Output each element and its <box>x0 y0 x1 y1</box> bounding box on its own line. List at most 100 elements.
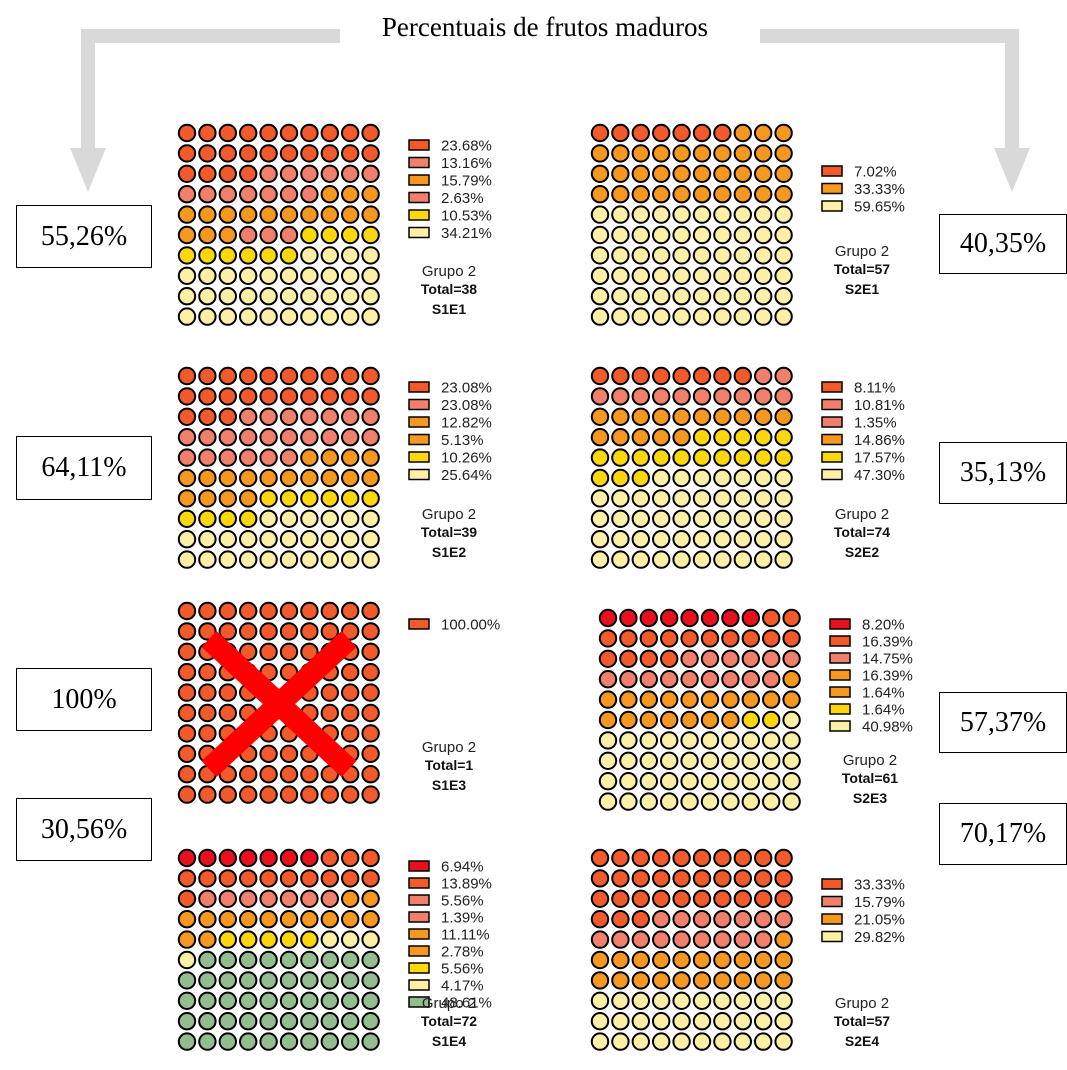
waffle-cell <box>762 649 781 668</box>
waffle-cell <box>177 1012 197 1031</box>
waffle-cell <box>177 910 197 929</box>
waffle-cell <box>680 710 699 730</box>
waffle-cell <box>198 1032 217 1051</box>
waffle-cell <box>652 287 671 306</box>
waffle-cell <box>341 489 360 508</box>
waffle-cell <box>300 1012 319 1031</box>
waffle-cell <box>660 792 679 811</box>
waffle-cell <box>713 550 732 569</box>
waffle-cell <box>341 550 360 569</box>
waffle-cell <box>692 448 712 467</box>
waffle-cell <box>177 683 197 702</box>
legend-swatch <box>408 226 430 239</box>
waffle-cell <box>631 509 650 528</box>
waffle-cell <box>279 205 299 224</box>
waffle-cell <box>762 670 781 689</box>
waffle-panels: 23.68%13.16%15.79%2.63%10.53%34.21%Grupo… <box>177 123 913 1051</box>
waffle-cell <box>754 123 773 143</box>
waffle-cell <box>754 869 773 888</box>
waffle-cell <box>177 509 197 528</box>
waffle-cell <box>631 428 650 447</box>
waffle-cell <box>619 731 638 750</box>
waffle-cell <box>590 509 610 528</box>
waffle-cell <box>198 601 217 621</box>
waffle-cell <box>341 530 360 549</box>
waffle-cell <box>259 489 278 508</box>
waffle-cell <box>611 307 630 326</box>
waffle-cell <box>754 910 773 929</box>
waffle-cell <box>680 751 699 770</box>
legend-label: 33.33% <box>854 181 905 198</box>
waffle-cell <box>218 307 238 326</box>
waffle-cell <box>680 649 699 668</box>
waffle-cell <box>700 608 720 628</box>
waffle-cell <box>259 1032 278 1051</box>
legend-label: 5.56% <box>441 893 484 910</box>
waffle-cell <box>361 164 380 184</box>
legend-swatch <box>408 191 430 204</box>
waffle-cell <box>279 225 299 245</box>
waffle-cell <box>672 448 691 467</box>
waffle-cell <box>177 164 197 184</box>
total-label-s1e2: 64,11% <box>16 436 152 500</box>
waffle-cell <box>700 731 720 750</box>
waffle-cell <box>639 690 658 709</box>
waffle-cell <box>320 468 339 488</box>
waffle-cell <box>631 848 650 868</box>
waffle-cell <box>754 971 773 990</box>
waffle-cell <box>713 287 732 306</box>
waffle-cell <box>598 690 618 709</box>
waffle-cell <box>218 185 238 204</box>
waffle-cell <box>198 287 217 306</box>
waffle-cell <box>259 530 278 549</box>
waffle-cell <box>733 205 752 224</box>
waffle-cell <box>177 144 197 163</box>
waffle-cell <box>198 307 217 326</box>
waffle-cell <box>320 366 339 386</box>
waffle-cell <box>774 848 793 868</box>
waffle-cell <box>692 550 712 569</box>
legend-label: 16.39% <box>862 634 913 651</box>
waffle-cell <box>741 751 760 770</box>
waffle-cell <box>680 792 699 811</box>
waffle-cell <box>680 608 699 628</box>
group-label: Grupo 2 <box>422 263 476 280</box>
waffle-cell <box>279 601 299 621</box>
legend-label: 47.30% <box>854 467 905 484</box>
waffle-cell <box>341 663 360 682</box>
waffle-cell <box>361 550 380 569</box>
waffle-cell <box>672 930 691 949</box>
waffle-cell <box>713 1032 732 1051</box>
waffle-cell <box>239 869 258 888</box>
waffle-cell <box>177 848 197 868</box>
waffle-cell <box>721 751 740 770</box>
waffle-cell <box>652 246 671 265</box>
legend-label: 23.68% <box>441 138 492 155</box>
waffle-cell <box>590 930 610 949</box>
waffle-cell <box>672 950 691 970</box>
waffle-cell <box>590 889 610 908</box>
waffle-cell <box>218 407 238 426</box>
waffle-cell <box>239 910 258 929</box>
waffle-cell <box>177 307 197 326</box>
waffle-cell <box>700 629 720 648</box>
waffle-cell <box>300 123 319 143</box>
waffle-cell <box>177 387 197 406</box>
waffle-cell <box>361 407 380 426</box>
waffle-cell <box>713 991 732 1010</box>
waffle-cell <box>279 428 299 447</box>
waffle-cell <box>660 608 679 628</box>
waffle-cell <box>259 468 278 488</box>
waffle-cell <box>631 164 650 184</box>
legend-swatch <box>821 416 843 428</box>
waffle-cell <box>320 144 339 163</box>
waffle-cell <box>239 407 258 426</box>
waffle-cell <box>300 387 319 406</box>
waffle-cell <box>754 144 773 163</box>
waffle-cell <box>218 205 238 224</box>
arrows <box>70 29 1030 192</box>
waffle-cell <box>639 670 658 689</box>
group-label: Grupo 2 <box>422 506 476 523</box>
waffle-cell <box>733 185 752 204</box>
